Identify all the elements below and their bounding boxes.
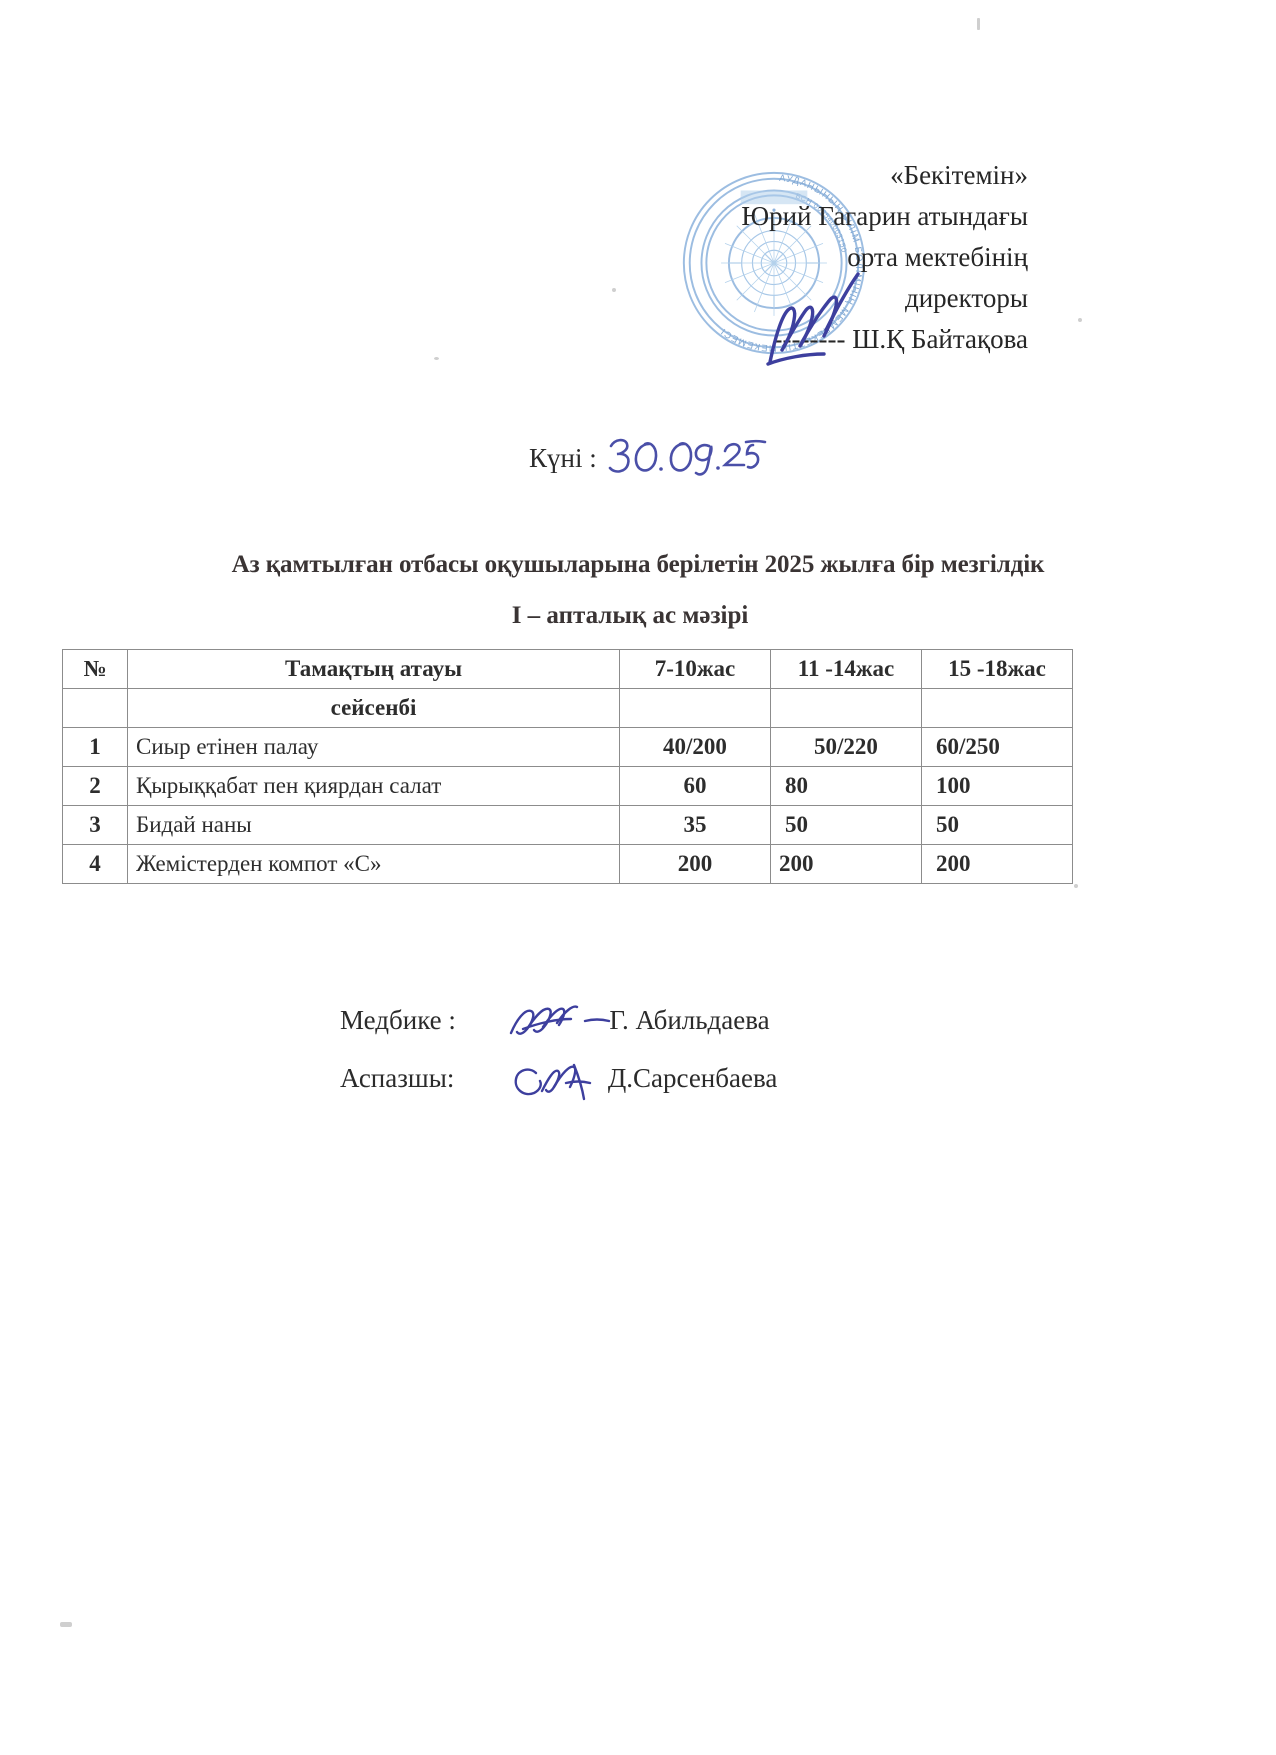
page-title-line2-text: I – апталық ас мәзірі bbox=[511, 602, 749, 629]
row-portion-15-18: 100 bbox=[921, 766, 1073, 806]
row-number: 4 bbox=[62, 844, 128, 884]
cook-signature bbox=[514, 1063, 592, 1101]
official-round-stamp: АУДАНЫНЫҢ БІЛІМ БӨЛІМІНІҢ МЕМЛЕКЕТТІК МЕ… bbox=[682, 171, 866, 355]
row-portion-11-14: 200 bbox=[770, 844, 922, 884]
scan-speck bbox=[977, 18, 980, 30]
row-dish-name: Жемістерден компот «С» bbox=[127, 844, 620, 884]
scan-speck bbox=[1078, 318, 1082, 322]
scan-speck bbox=[434, 357, 439, 360]
row-portion-15-18: 60/250 bbox=[921, 727, 1073, 767]
signature-row-nurse: Медбике : Г. Абильдаева bbox=[340, 1005, 777, 1057]
row-dish-name: Бидай наны bbox=[127, 805, 620, 845]
row-portion-11-14: 50 bbox=[770, 805, 922, 845]
table-row-day: сейсенбі bbox=[62, 688, 1073, 728]
director-signature bbox=[766, 272, 860, 366]
row-portion-7-10: 40/200 bbox=[619, 727, 771, 767]
header-age-15-18: 15 -18жас bbox=[921, 649, 1073, 689]
approval-school-type: орта мектебінің bbox=[847, 242, 1028, 272]
row-portion-7-10: 200 bbox=[619, 844, 771, 884]
row-dish-name: Қырыққабат пен қиярдан салат bbox=[127, 766, 620, 806]
signature-name-nurse: Г. Абильдаева bbox=[609, 1005, 770, 1035]
row-portion-11-14: 80 bbox=[770, 766, 922, 806]
signature-row-cook: Аспазшы: Д.Сарсенбаева bbox=[340, 1063, 777, 1115]
day-row-age3 bbox=[921, 688, 1073, 728]
approval-block: «Бекітемін» Юрий Гагарин атындағы орта м… bbox=[608, 155, 1028, 360]
table-row: 1 Сиыр етінен палау 40/200 50/220 60/250 bbox=[62, 727, 1073, 767]
row-portion-15-18: 50 bbox=[921, 805, 1073, 845]
table-row: 4 Жемістерден компот «С» 200 200 200 bbox=[62, 844, 1073, 884]
table-row: 2 Қырыққабат пен қиярдан салат 60 80 100 bbox=[62, 766, 1073, 806]
approval-position: директоры bbox=[904, 283, 1028, 313]
header-number: № bbox=[62, 649, 128, 689]
signature-role-nurse: Медбике : bbox=[340, 1005, 456, 1035]
signature-name-cook: Д.Сарсенбаева bbox=[607, 1063, 778, 1093]
date-handwritten-value bbox=[608, 438, 767, 476]
row-portion-7-10: 60 bbox=[619, 766, 771, 806]
menu-table: № Тамақтың атауы 7-10жас 11 -14жас 15 -1… bbox=[62, 649, 1073, 884]
page-title-line1: Аз қамтылған отбасы оқушыларына берілеті… bbox=[231, 551, 1045, 578]
approval-confirm-word: «Бекітемін» bbox=[890, 160, 1028, 190]
row-portion-11-14: 50/220 bbox=[770, 727, 922, 767]
day-row-age2 bbox=[770, 688, 922, 728]
row-portion-15-18: 200 bbox=[921, 844, 1073, 884]
scan-speck bbox=[60, 1622, 72, 1627]
table-header-row: № Тамақтың атауы 7-10жас 11 -14жас 15 -1… bbox=[62, 649, 1073, 689]
scan-speck bbox=[1074, 884, 1078, 888]
row-number: 1 bbox=[62, 727, 128, 767]
day-row-label: сейсенбі bbox=[127, 688, 620, 728]
day-row-age1 bbox=[619, 688, 771, 728]
approval-signature-line: -------- Ш.Қ Байтақова bbox=[773, 324, 1028, 354]
nurse-signature bbox=[509, 1005, 611, 1035]
row-dish-name: Сиыр етінен палау bbox=[127, 727, 620, 767]
signature-role-cook: Аспазшы: bbox=[340, 1063, 455, 1093]
row-portion-7-10: 35 bbox=[619, 805, 771, 845]
page-title-line2: I – апталық ас мәзірі bbox=[0, 602, 1276, 630]
day-row-number bbox=[62, 688, 128, 728]
row-number: 3 bbox=[62, 805, 128, 845]
signature-block: Медбике : Г. Абильдаева Аспазшы: Д.Сарсе… bbox=[340, 1005, 777, 1115]
scan-speck bbox=[612, 288, 616, 292]
row-number: 2 bbox=[62, 766, 128, 806]
header-age-7-10: 7-10жас bbox=[619, 649, 771, 689]
approval-school-name: Юрий Гагарин атындағы bbox=[741, 201, 1028, 231]
header-age-11-14: 11 -14жас bbox=[770, 649, 922, 689]
date-label: Күні : bbox=[529, 443, 597, 473]
header-dish: Тамақтың атауы bbox=[127, 649, 620, 689]
table-row: 3 Бидай наны 35 50 50 bbox=[62, 805, 1073, 845]
